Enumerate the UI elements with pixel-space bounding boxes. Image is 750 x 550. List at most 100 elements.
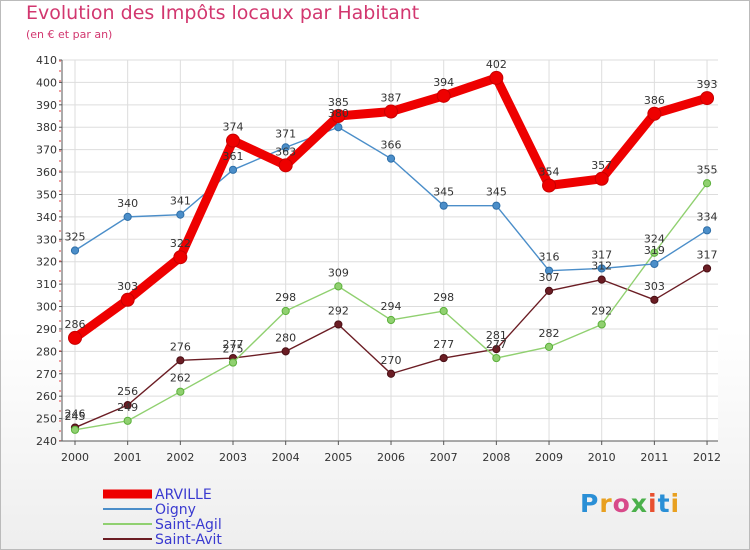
data-label-saint-agil: 294 [381, 300, 402, 313]
data-point-saint-agil [702, 179, 712, 188]
data-point-saint-agil [492, 353, 501, 363]
y-tick-label: 360 [36, 166, 57, 179]
data-point-arville [647, 106, 662, 121]
data-label-oigny: 341 [170, 195, 191, 208]
data-label-oigny: 380 [328, 107, 349, 120]
data-label-saint-agil: 298 [275, 291, 296, 304]
data-point-oigny [544, 266, 554, 275]
x-tick-label: 2000 [61, 451, 89, 464]
data-point-saint-avit [334, 320, 343, 329]
data-label-oigny: 319 [644, 244, 665, 257]
data-label-oigny: 340 [117, 197, 138, 210]
data-label-arville: 357 [591, 159, 612, 172]
data-point-saint-avit [176, 356, 185, 365]
data-point-saint-agil [439, 306, 448, 316]
data-label-oigny: 361 [223, 150, 244, 163]
y-tick-label: 400 [36, 76, 57, 89]
data-label-arville: 394 [433, 76, 454, 89]
data-label-oigny: 317 [591, 248, 612, 261]
x-tick-label: 2005 [324, 451, 352, 464]
data-point-arville [226, 133, 241, 148]
data-point-arville [173, 250, 188, 265]
data-point-oigny [492, 201, 501, 210]
data-point-saint-avit [492, 345, 501, 354]
y-tick-label: 270 [36, 368, 57, 381]
data-point-saint-agil [228, 358, 238, 367]
data-label-saint-avit: 277 [433, 338, 454, 351]
data-label-arville: 286 [65, 318, 86, 331]
data-label-saint-avit: 256 [117, 385, 138, 398]
data-label-saint-agil: 298 [433, 291, 454, 304]
legend-label-saint-agil: Saint-Agil [155, 517, 222, 533]
data-point-oigny [650, 259, 659, 269]
data-label-oigny: 345 [486, 186, 507, 199]
x-tick-label: 2007 [430, 451, 458, 464]
chart-title: Evolution des Impôts locaux par Habitant [26, 2, 420, 24]
data-label-arville: 322 [170, 237, 191, 250]
data-label-saint-avit: 292 [328, 304, 349, 317]
legend-label-arville: ARVILLE [155, 487, 212, 503]
data-point-saint-agil [176, 387, 185, 396]
data-point-oigny [176, 210, 185, 219]
data-label-saint-avit: 276 [170, 340, 191, 353]
y-tick-label: 340 [36, 211, 57, 224]
data-label-saint-avit: 277 [223, 338, 244, 351]
data-point-saint-agil [334, 282, 343, 291]
y-tick-label: 240 [36, 435, 57, 448]
data-label-saint-avit: 307 [539, 271, 560, 284]
data-label-oigny: 316 [539, 251, 560, 264]
data-label-saint-avit: 303 [644, 280, 665, 293]
data-point-arville [331, 109, 346, 124]
data-point-arville [278, 158, 293, 173]
data-label-arville: 354 [539, 166, 560, 179]
y-tick-label: 260 [36, 390, 57, 403]
y-tick-label: 330 [36, 233, 57, 246]
data-label-saint-agil: 275 [223, 343, 244, 356]
chart-subtitle: (en € et par an) [26, 28, 113, 41]
data-label-saint-agil: 277 [486, 338, 507, 351]
x-tick-label: 2001 [114, 451, 142, 464]
data-label-saint-avit: 280 [275, 331, 296, 344]
data-point-saint-avit [123, 401, 132, 410]
data-point-saint-agil [386, 315, 396, 325]
data-point-saint-avit [597, 275, 606, 284]
data-label-saint-avit: 317 [697, 248, 718, 261]
data-label-arville: 386 [644, 94, 665, 107]
data-point-saint-avit [439, 353, 448, 363]
data-point-oigny [702, 226, 712, 235]
proxiti-logo: Proxiti [580, 489, 681, 518]
data-point-saint-agil [544, 342, 554, 351]
data-label-saint-agil: 245 [65, 410, 86, 423]
x-tick-label: 2010 [588, 451, 616, 464]
data-point-saint-avit [544, 286, 554, 295]
data-label-saint-agil: 292 [591, 304, 612, 317]
data-point-arville [489, 70, 504, 85]
data-label-arville: 387 [381, 92, 402, 105]
x-tick-label: 2006 [377, 451, 405, 464]
data-label-oigny: 366 [381, 139, 402, 152]
y-tick-label: 310 [36, 278, 57, 291]
data-point-saint-avit [702, 264, 712, 273]
data-point-oigny [70, 246, 80, 255]
data-label-saint-agil: 309 [328, 266, 349, 279]
y-tick-label: 370 [36, 144, 57, 157]
y-tick-label: 300 [36, 301, 57, 314]
data-label-saint-avit: 281 [486, 329, 507, 342]
data-point-saint-agil [70, 425, 80, 434]
data-point-oigny [334, 123, 343, 132]
y-tick-label: 410 [36, 54, 57, 67]
data-label-arville: 363 [275, 145, 296, 158]
data-point-saint-avit [650, 295, 659, 304]
x-tick-label: 2002 [166, 451, 194, 464]
data-label-saint-agil: 282 [539, 327, 560, 340]
legend-label-saint-avit: Saint-Avit [155, 532, 222, 548]
y-tick-label: 250 [36, 413, 57, 426]
data-label-saint-avit: 312 [591, 260, 612, 273]
data-point-oigny [228, 165, 238, 174]
data-label-oigny: 325 [65, 231, 86, 244]
data-label-saint-agil: 249 [117, 401, 138, 414]
y-tick-label: 290 [36, 323, 57, 336]
data-point-saint-avit [386, 369, 396, 378]
y-tick-label: 390 [36, 99, 57, 112]
